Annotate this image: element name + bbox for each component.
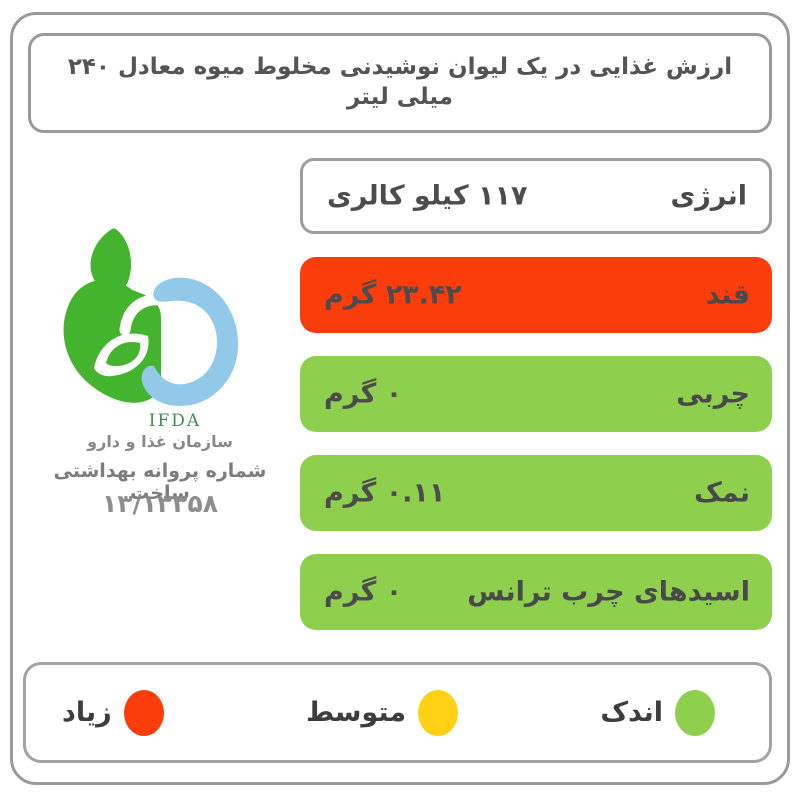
ifda-acronym-text: IFDA (148, 411, 202, 431)
license-number-text: ۱۳/۱۳۳۵۸ (102, 489, 218, 518)
nutrition-row-transfat: اسیدهای چرب ترانس ۰ گرم (300, 554, 772, 630)
nutrition-row-energy: انرژی ۱۱۷ کیلو کالری (300, 158, 772, 234)
legend-item-high: زیاد (62, 689, 164, 736)
legend-item-medium: متوسط (305, 689, 459, 736)
license-label-text: شماره پروانه بهداشتی ساخت (53, 460, 267, 504)
nutrition-label-card: ارزش غذایی در یک لیوان نوشیدنی مخلوط میو… (10, 12, 790, 785)
row-value: ۰ گرم (324, 378, 403, 410)
logo-top-leaf (90, 228, 132, 292)
nutrition-row-fat: چربی ۰ گرم (300, 356, 772, 432)
nutrition-row-salt: نمک ۰.۱۱ گرم (300, 455, 772, 531)
ifda-logo-icon (63, 228, 239, 406)
row-value: ۱۱۷ کیلو کالری (327, 180, 528, 212)
row-label: نمک (694, 477, 750, 509)
legend-label: زیاد (62, 697, 112, 728)
logo-blue-half (141, 277, 239, 406)
title-box: ارزش غذایی در یک لیوان نوشیدنی مخلوط میو… (28, 33, 772, 133)
low-level-dot-icon (675, 689, 715, 736)
row-value: ۰.۱۱ گرم (324, 477, 446, 509)
logo-inner-leaf (106, 341, 141, 366)
nutrition-row-sugar: قند ۲۳.۴۲ گرم (300, 257, 772, 333)
legend-box: اندک متوسط زیاد (23, 662, 772, 763)
org-name-text: سازمان غذا و دارو (87, 432, 233, 451)
medium-level-dot-icon (418, 689, 459, 736)
high-level-dot-icon (123, 689, 164, 736)
row-label: اسیدهای چرب ترانس (467, 576, 750, 608)
legend-label: متوسط (305, 697, 407, 728)
page-title: ارزش غذایی در یک لیوان نوشیدنی مخلوط میو… (67, 54, 733, 110)
row-value: ۲۳.۴۲ گرم (324, 279, 462, 311)
row-label: انرژی (670, 180, 747, 212)
legend-item-low: اندک (600, 689, 715, 736)
row-label: چربی (676, 378, 750, 410)
legend-label: اندک (600, 697, 663, 728)
row-label: قند (705, 279, 750, 311)
row-value: ۰ گرم (324, 576, 403, 608)
